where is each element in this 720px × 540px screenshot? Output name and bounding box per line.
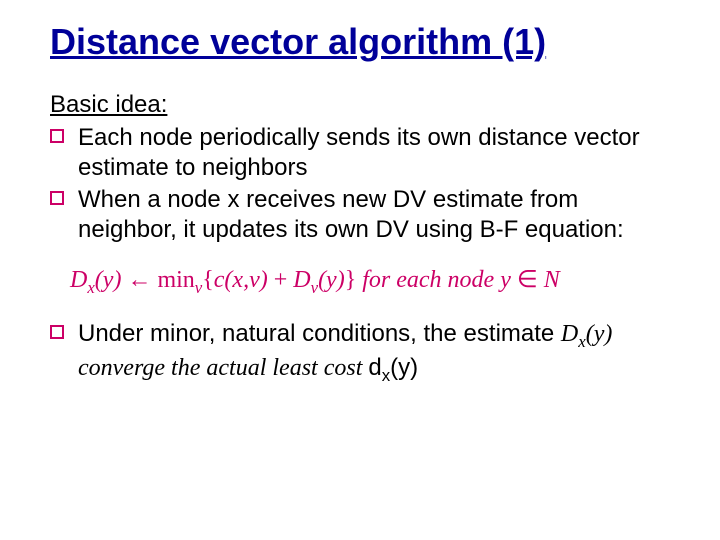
eq-brace-open: { <box>202 267 214 293</box>
slide: Distance vector algorithm (1) Basic idea… <box>0 0 720 540</box>
eq-lhs-arg: (y) <box>95 267 122 293</box>
eq-brace-close: } <box>345 267 357 293</box>
d-small-arg: (y) <box>390 354 418 381</box>
bullet-text: When a node x receives new DV estimate f… <box>78 186 624 243</box>
eq-lhs-base: D <box>70 267 87 293</box>
d-small-sub: x <box>382 365 390 384</box>
bullet-list-2: Under minor, natural conditions, the est… <box>50 319 670 387</box>
dxy-arg: (y) <box>586 321 613 347</box>
eq-dv-sub: v <box>311 278 318 297</box>
bullet-text-pre: Under minor, natural conditions, the est… <box>78 320 561 347</box>
slide-title: Distance vector algorithm (1) <box>50 20 670 63</box>
bullet-item: Each node periodically sends its own dis… <box>50 123 670 183</box>
eq-min: min <box>157 267 194 293</box>
eq-set: N <box>538 267 560 293</box>
eq-in-symbol: ∈ <box>517 267 538 293</box>
bullet-list: Each node periodically sends its own dis… <box>50 123 670 245</box>
eq-dv-arg: (y) <box>318 267 345 293</box>
eq-lhs-sub: x <box>87 278 94 297</box>
square-bullet-icon <box>50 129 64 143</box>
bellman-ford-equation: Dx(y) ← minv{c(x,v) + Dv(y)} for each no… <box>70 265 670 299</box>
square-bullet-icon <box>50 191 64 205</box>
dxy-sub: x <box>578 332 585 351</box>
bullet-item: When a node x receives new DV estimate f… <box>50 185 670 245</box>
d-small: d <box>368 354 381 381</box>
eq-arrow: ← <box>121 267 157 293</box>
subhead-basic-idea: Basic idea: <box>50 91 670 119</box>
bullet-item: Under minor, natural conditions, the est… <box>50 319 670 387</box>
eq-tail: for each node y <box>356 267 517 293</box>
eq-c-term: c(x,v) <box>214 267 268 293</box>
bullet-text-mid: converge the actual least cost <box>78 355 368 381</box>
eq-plus: + <box>268 267 294 293</box>
bullet-text: Each node periodically sends its own dis… <box>78 124 640 181</box>
square-bullet-icon <box>50 325 64 339</box>
eq-dv-base: D <box>293 267 310 293</box>
dxy-base: D <box>561 321 578 347</box>
